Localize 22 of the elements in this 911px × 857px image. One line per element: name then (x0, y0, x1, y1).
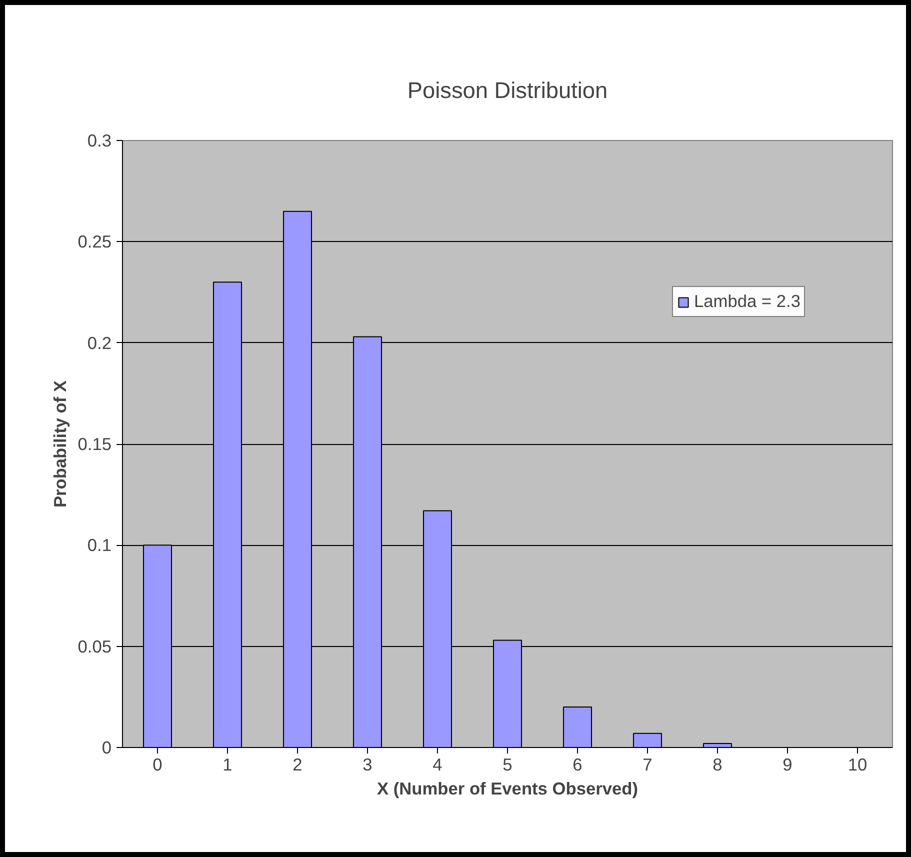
y-tick-label: 0.15 (78, 434, 112, 454)
y-tick-label: 0.3 (87, 130, 112, 150)
y-tick-label: 0.25 (78, 232, 112, 252)
y-tick-label: 0.2 (87, 332, 112, 353)
x-tick-label: 3 (362, 754, 372, 774)
y-tick-label: 0.05 (78, 636, 112, 656)
x-tick-label: 1 (222, 754, 232, 774)
x-tick-label: 0 (152, 754, 162, 774)
x-tick-label: 7 (642, 754, 652, 774)
x-tick-label: 4 (432, 754, 443, 774)
y-tick-label: 0.1 (87, 535, 112, 556)
y-tick-label: 0 (102, 738, 112, 758)
chart-title: Poisson Distribution (407, 77, 608, 103)
x-axis-title: X (Number of Events Observed) (377, 778, 638, 798)
x-tick-label: 8 (712, 754, 722, 774)
x-tick-label: 9 (782, 754, 792, 774)
x-tick-label: 10 (848, 754, 868, 774)
x-tick-label: 2 (292, 754, 302, 774)
x-tick-label: 6 (572, 754, 582, 774)
legend-label: Lambda = 2.3 (694, 291, 800, 312)
x-tick-label: 5 (502, 754, 512, 774)
y-axis-title: Probability of X (50, 380, 70, 508)
